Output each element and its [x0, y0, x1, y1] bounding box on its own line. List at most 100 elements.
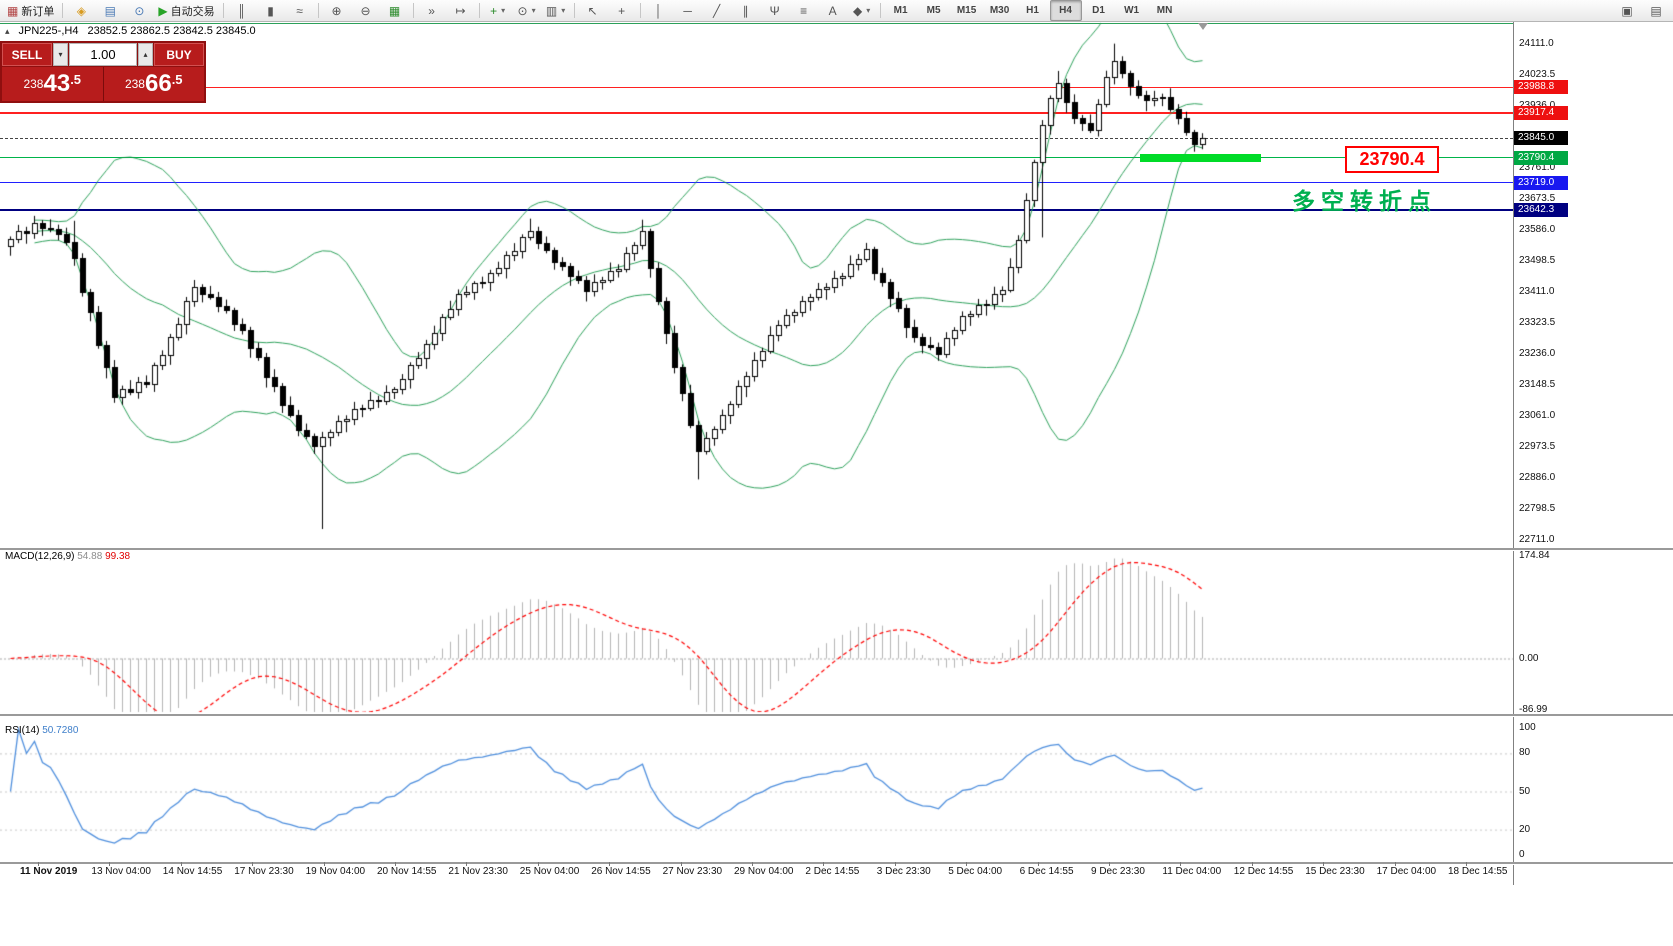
price-axis-label: 23673.5 [1519, 193, 1556, 204]
time-axis-label: 6 Dec 14:55 [1019, 866, 1074, 877]
rsi-scale-label: 80 [1519, 747, 1531, 759]
autotrading-button[interactable]: ▶ 自动交易 [158, 3, 215, 18]
one-click-toggle-icon[interactable]: ▴ [5, 25, 10, 36]
time-axis-label: 11 Nov 2019 [20, 866, 78, 877]
tile-windows-icon[interactable]: ▦ [388, 3, 401, 18]
line-chart-icon[interactable]: ≈ [296, 3, 303, 18]
timeframe-h4[interactable]: H4 [1049, 0, 1082, 21]
timeframe-m15[interactable]: M15 [956, 5, 977, 16]
time-axis-tick [823, 862, 825, 866]
auto-scroll-icon[interactable]: » [428, 3, 435, 18]
resistance-line-1-price-box: 23988.8 [1514, 80, 1568, 95]
price-axis-label: 24111.0 [1519, 38, 1554, 49]
timeframe-m30[interactable]: M30 [989, 5, 1010, 16]
rsi-scale-label: 0 [1519, 849, 1525, 860]
macd-label: MACD(12,26,9) 54.88 99.38 [5, 551, 130, 562]
time-axis-tick [1037, 862, 1039, 866]
time-axis-tick [1466, 862, 1467, 866]
new-order-button[interactable]: ▦ 新订单 [7, 3, 55, 18]
time-axis-tick [1394, 862, 1396, 866]
price-axis-border [1513, 22, 1514, 885]
zoom-in-icon[interactable]: ⊕ [331, 3, 342, 18]
cursor-icon[interactable]: ↖ [587, 3, 598, 18]
timeframe-h1[interactable]: H1 [1026, 5, 1039, 16]
macd-scale-label: -86.99 [1519, 703, 1548, 715]
channel-icon[interactable]: ∥ [742, 3, 749, 18]
time-axis-label: 21 Nov 23:30 [448, 866, 508, 877]
sell-button[interactable]: SELL [2, 43, 52, 66]
price-axis-label: 23498.5 [1519, 255, 1556, 266]
crosshair-icon[interactable]: + [618, 3, 626, 18]
time-axis-label: 13 Nov 04:00 [91, 866, 151, 877]
timeframe-m1[interactable]: M1 [893, 5, 908, 16]
chart-shift-icon[interactable]: ↦ [455, 3, 466, 18]
buy-price[interactable]: 238 66.5 [103, 67, 204, 101]
lot-decrease-button[interactable]: ▾ [53, 43, 68, 66]
support-highlight-bar[interactable] [1140, 154, 1261, 162]
time-axis-tick [1251, 862, 1253, 866]
rsi-label: RSI(14) 50.7280 [5, 725, 78, 736]
charts-grid-icon[interactable]: ◈ [76, 3, 86, 18]
rsi-title: RSI(14) [5, 725, 40, 736]
time-axis-label: 5 Dec 04:00 [948, 866, 1003, 877]
turning-point-note[interactable]: 多空转折点 [1292, 188, 1437, 214]
timeframe-m5[interactable]: M5 [926, 5, 941, 16]
support-green-line-price-box: 23790.4 [1514, 150, 1568, 165]
text-icon[interactable]: A [828, 3, 837, 18]
rsi-scale-label: 20 [1519, 823, 1531, 835]
time-axis-label: 17 Dec 04:00 [1376, 866, 1437, 877]
chart-ohlc-values: 23852.5 23862.5 23842.5 23845.0 [87, 25, 256, 37]
time-axis-tick [752, 862, 753, 866]
time-axis-tick [395, 862, 396, 866]
fibonacci-icon[interactable]: ≡ [800, 3, 808, 18]
trendline-icon[interactable]: ╱ [712, 3, 721, 18]
price-axis-label: 23586.0 [1519, 224, 1556, 235]
macd-panel-separator[interactable] [0, 548, 1673, 551]
macd-signal-value: 99.38 [105, 551, 131, 562]
panel-toggle-icon[interactable]: ▤ [1650, 3, 1662, 18]
time-axis-tick [966, 862, 968, 866]
toolbar-separator [478, 3, 480, 18]
time-axis-tick [1180, 862, 1182, 866]
time-axis-label: 2 Dec 14:55 [805, 866, 860, 877]
time-axis-tick [609, 862, 611, 866]
time-axis-tick [252, 862, 254, 866]
arrows-button[interactable]: ◆ ▾ [852, 3, 871, 18]
lot-input[interactable] [69, 43, 137, 66]
timeframe-mn[interactable]: MN [1156, 5, 1173, 16]
time-axis-tick [537, 862, 539, 866]
time-axis-label: 27 Nov 23:30 [662, 866, 723, 877]
indicators-button[interactable]: + ▾ [490, 3, 506, 18]
timeframe-w1[interactable]: W1 [1124, 5, 1140, 16]
vertical-line-icon[interactable]: │ [654, 3, 663, 18]
buy-button[interactable]: BUY [154, 43, 204, 66]
toolbar-separator [62, 3, 64, 18]
support-blue-line-price-box: 23719.0 [1514, 175, 1568, 190]
macd-title: MACD(12,26,9) [5, 551, 75, 562]
zoom-out-icon[interactable]: ⊖ [360, 3, 371, 18]
time-axis-label: 12 Dec 14:55 [1233, 866, 1294, 877]
chart-list-icon[interactable]: ▣ [1621, 3, 1633, 18]
navigator-icon[interactable]: ⊙ [134, 3, 145, 18]
time-axis-label: 20 Nov 14:55 [377, 866, 437, 877]
price-axis-label: 22886.0 [1519, 472, 1556, 483]
pitchfork-icon[interactable]: Ψ [769, 3, 780, 18]
candlestick-chart-icon[interactable]: ▮ [267, 3, 274, 18]
horizontal-line-icon[interactable]: ─ [683, 3, 692, 18]
rsi-panel-separator[interactable] [0, 714, 1673, 717]
main-toolbar: ▦ 新订单 ◈ ▤ ⊙ ▶ 自动交易 ║ ▮ ≈ ⊕ ⊖ ▦ » ↦ + ▾ ⊙ ▾ ▥ ▾ ↖ + │ ─ ╱ ∥ Ψ ≡ A ◆ ▾ M1 M… [0, 0, 1673, 22]
price-annotation-box[interactable]: 23790.4 [1345, 146, 1439, 173]
lot-increase-button[interactable]: ▴ [138, 43, 153, 66]
chart-shift-marker[interactable] [1198, 23, 1208, 30]
periods-button[interactable]: ⊙ ▾ [517, 3, 536, 18]
chart-symbol-label: JPN225-,H4 [18, 25, 79, 37]
timeframe-d1[interactable]: D1 [1092, 5, 1105, 16]
sell-price[interactable]: 238 43.5 [2, 67, 104, 101]
templates-button[interactable]: ▥ ▾ [545, 3, 566, 18]
time-axis-label: 19 Nov 04:00 [305, 866, 366, 877]
market-watch-icon[interactable]: ▤ [104, 3, 117, 18]
bar-chart-icon[interactable]: ║ [237, 3, 246, 18]
support-navy-line-price-box: 23642.3 [1514, 203, 1568, 218]
